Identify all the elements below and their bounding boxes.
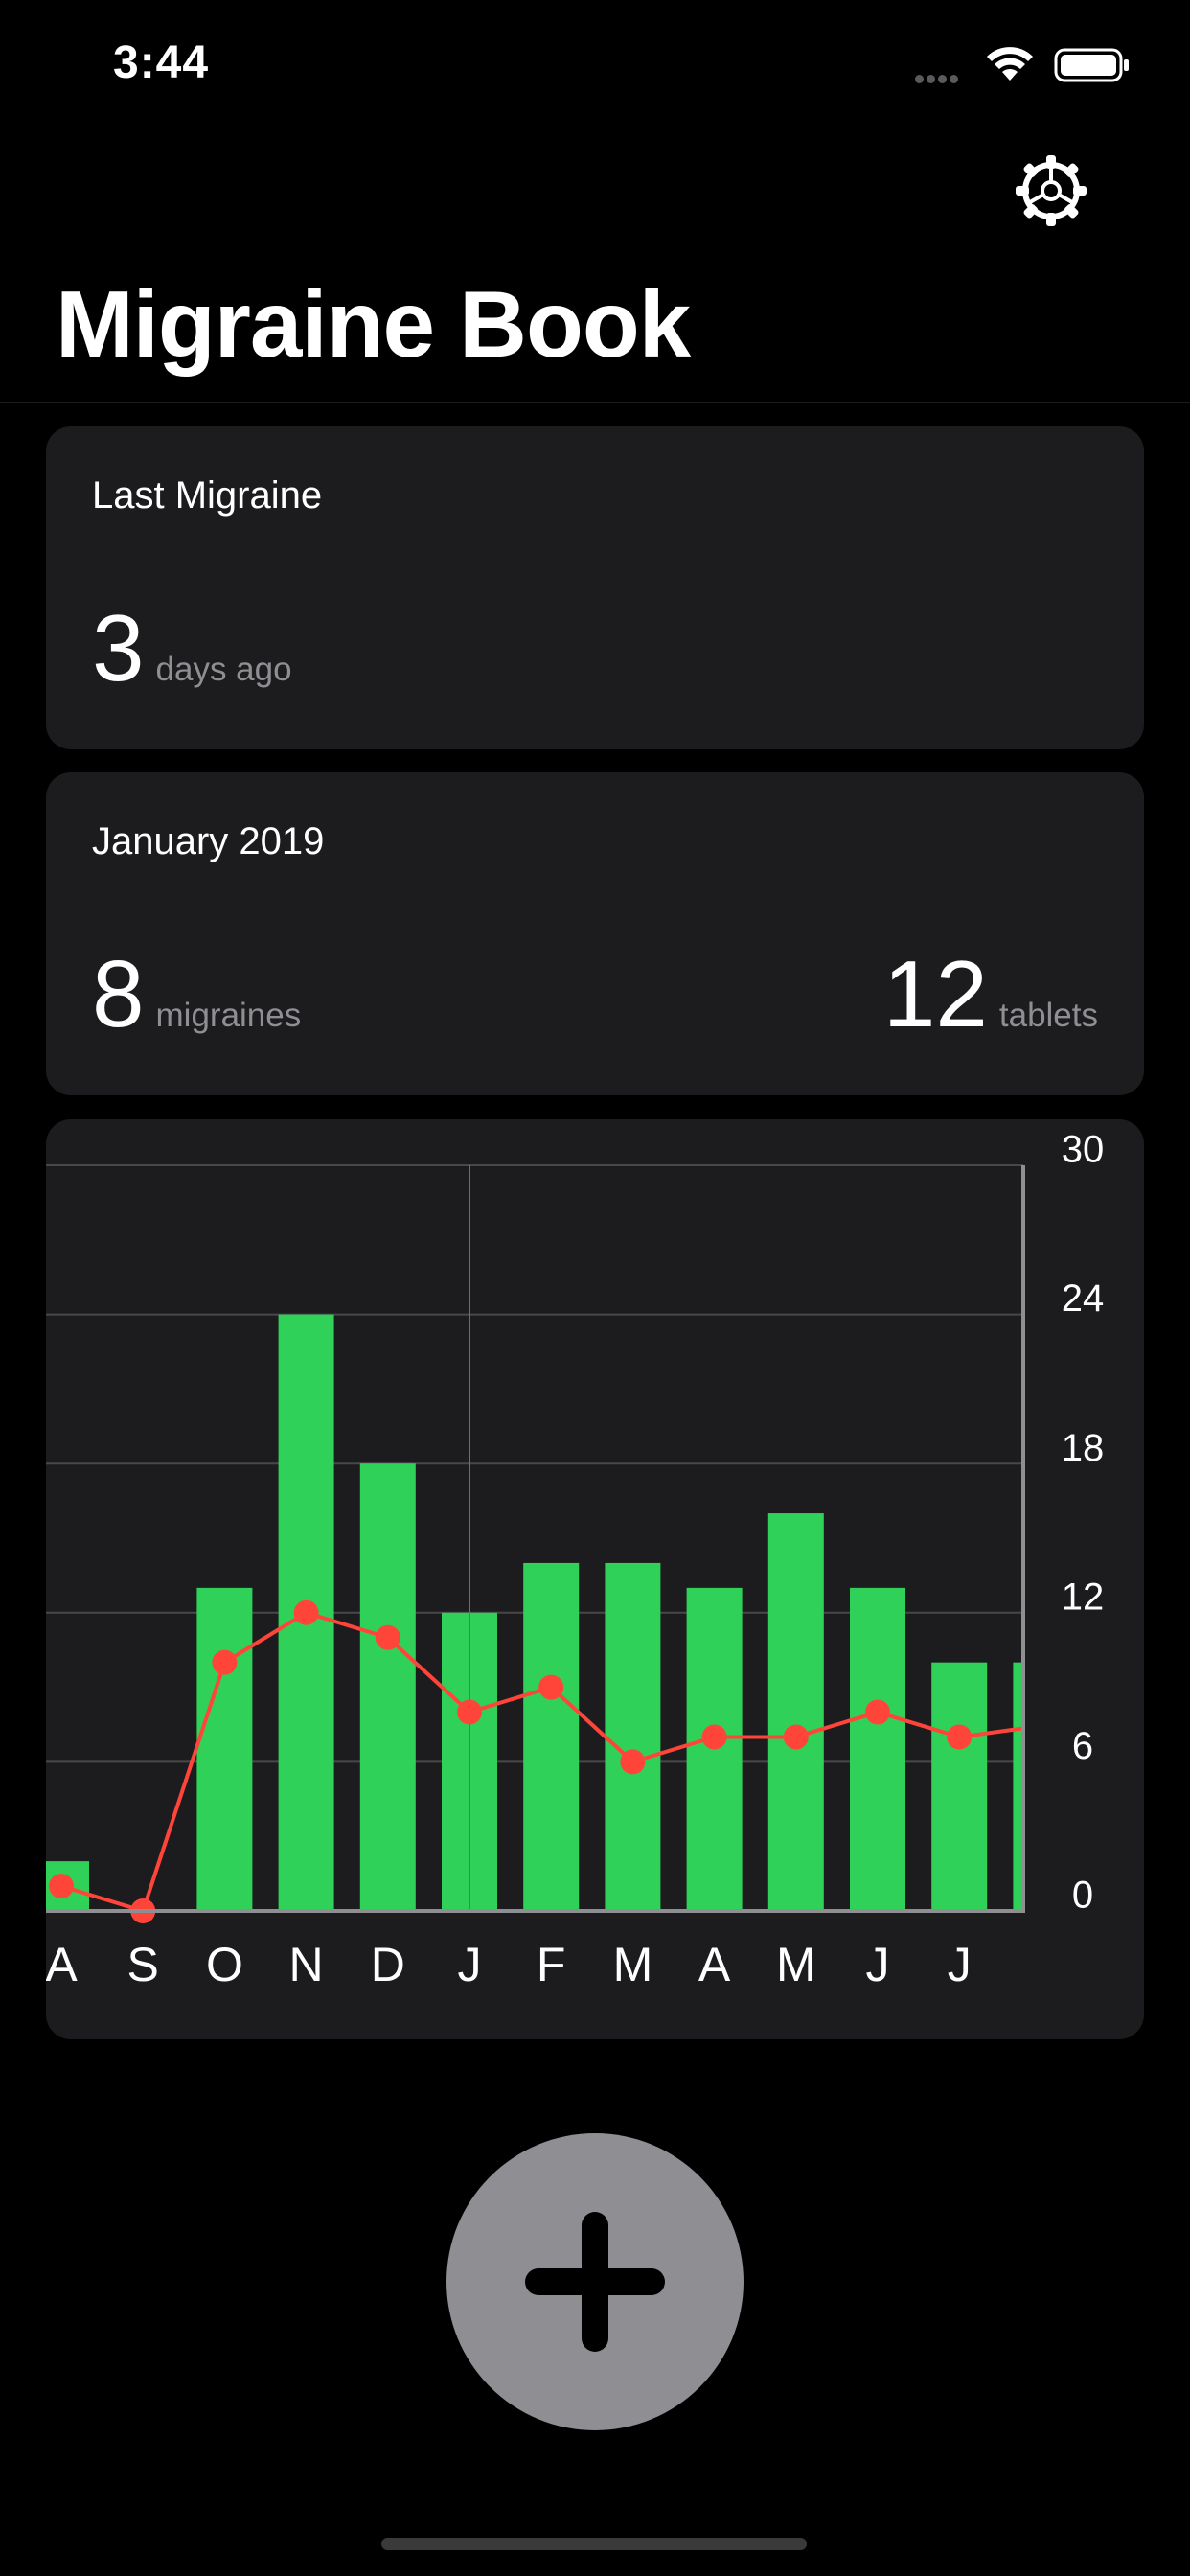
x-tick-label: N	[289, 1938, 324, 1991]
cellular-signal-icon	[915, 71, 961, 88]
line-point	[457, 1699, 482, 1725]
status-bar: 3:44	[0, 0, 1190, 125]
y-tick-label: 0	[1072, 1874, 1093, 1917]
last-migraine-stat: 3 days ago	[92, 594, 292, 702]
chart-card[interactable]: 30 24 18 12 6 0 A S O N D J F M A M J J	[46, 1119, 1144, 2039]
bar	[850, 1587, 905, 1911]
line-point	[947, 1724, 973, 1750]
x-tick-label: A	[698, 1938, 731, 1991]
plus-icon-vertical	[582, 2212, 608, 2352]
line-point	[865, 1699, 890, 1725]
line-point	[293, 1599, 319, 1625]
bars-group	[46, 1314, 1023, 1911]
tablets-value: 12	[882, 941, 988, 1046]
last-migraine-value: 3	[92, 595, 145, 701]
migraines-value: 8	[92, 941, 145, 1046]
month-summary-title: January 2019	[92, 820, 325, 862]
y-tick-label: 18	[1062, 1427, 1105, 1469]
line-point	[701, 1724, 727, 1750]
last-migraine-title: Last Migraine	[92, 474, 323, 517]
line-point	[212, 1649, 238, 1675]
line-point	[620, 1749, 646, 1775]
x-tick-label: S	[127, 1938, 159, 1991]
gear-icon[interactable]	[1014, 153, 1088, 228]
tablets-unit: tablets	[998, 997, 1098, 1034]
home-indicator	[381, 2538, 807, 2550]
x-tick-label: J	[948, 1938, 972, 1991]
wifi-icon	[987, 47, 1033, 80]
bar-partial	[1013, 1662, 1023, 1911]
last-migraine-card[interactable]: Last Migraine 3 days ago	[46, 426, 1144, 749]
header-divider	[0, 402, 1190, 403]
tablets-stat: 12 tablets	[883, 940, 1098, 1048]
x-tick-label: J	[458, 1938, 482, 1991]
bar	[523, 1562, 580, 1911]
status-time: 3:44	[113, 37, 210, 88]
line-point	[538, 1674, 564, 1700]
y-tick-label: 24	[1062, 1277, 1105, 1320]
bar	[196, 1587, 253, 1911]
x-tick-label: M	[776, 1938, 816, 1991]
migraines-stat: 8 migraines	[92, 940, 301, 1048]
x-tick-label: J	[866, 1938, 890, 1991]
last-migraine-unit: days ago	[155, 651, 292, 688]
battery-icon	[1054, 48, 1129, 82]
x-tick-label: F	[537, 1938, 566, 1991]
x-tick-label: M	[613, 1938, 653, 1991]
line-point	[375, 1624, 400, 1650]
month-summary-card[interactable]: January 2019 8 migraines 12 tablets	[46, 772, 1144, 1095]
bar	[767, 1513, 824, 1911]
page-title: Migraine Book	[56, 271, 691, 377]
bar	[931, 1662, 988, 1911]
bar	[605, 1562, 661, 1911]
y-tick-label: 6	[1072, 1725, 1093, 1767]
x-tick-label: D	[371, 1938, 405, 1991]
line-point	[783, 1724, 809, 1750]
line-point	[49, 1874, 74, 1899]
x-tick-label: O	[206, 1938, 243, 1991]
add-migraine-button[interactable]	[446, 2133, 744, 2430]
x-tick-label: A	[46, 1938, 78, 1991]
y-tick-label: 30	[1062, 1129, 1105, 1171]
migraines-unit: migraines	[155, 997, 302, 1034]
y-tick-label: 12	[1062, 1576, 1105, 1618]
bar	[359, 1463, 416, 1911]
